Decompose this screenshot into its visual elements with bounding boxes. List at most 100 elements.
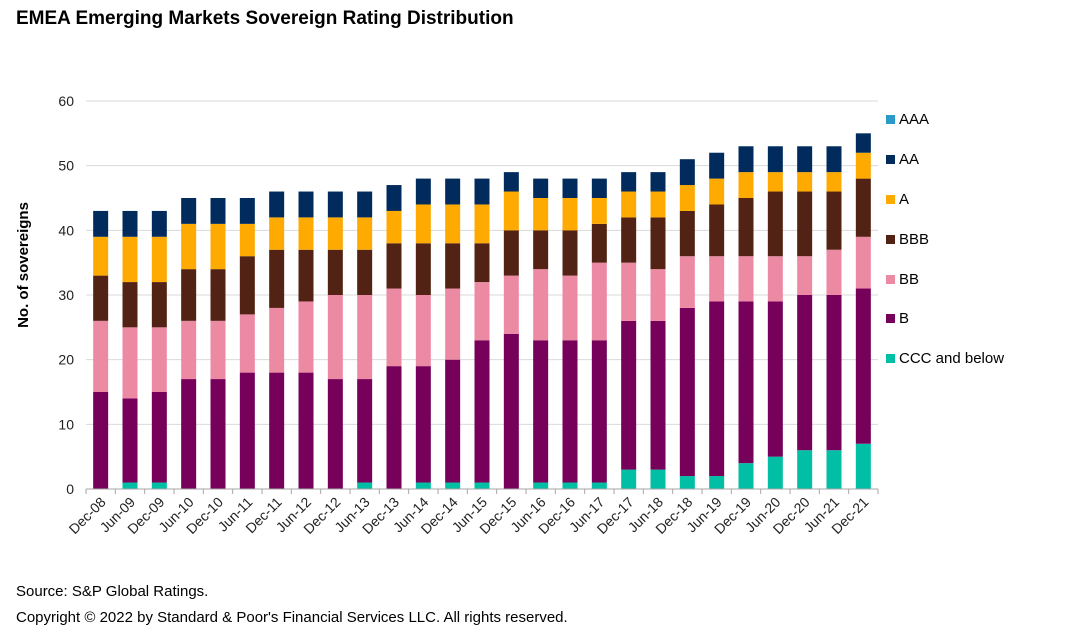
bar-segment-b [181,379,197,489]
bar-stack [269,191,285,489]
bar-segment-a [503,191,519,231]
bar-stack [357,191,373,489]
legend-swatch [886,194,895,204]
bar-segment-bbb [386,243,402,289]
bar-stack [767,146,783,489]
legend-swatch [886,115,895,125]
bar-segment-aa [533,178,549,198]
bar-segment-b [210,379,226,489]
bar-segment-a [591,198,607,224]
legend-item-bb: BB [886,259,1004,299]
bar-segment-a [122,236,138,283]
bar-segment-a [738,172,754,198]
bar-stack [181,198,197,489]
bar-stack [327,191,343,489]
bar-segment-b [855,288,871,444]
bar-segment-b [327,379,343,489]
bar-segment-ccc-and-below [474,482,490,489]
bar-segment-aa [826,146,842,173]
bar-segment-bb [767,256,783,302]
bar-segment-bbb [533,230,549,270]
bar-segment-ccc-and-below [591,482,607,489]
bar-segment-a [562,198,578,231]
bar-segment-a [767,172,783,192]
legend-swatch [886,155,895,165]
bar-segment-a [327,217,343,250]
bar-segment-b [357,379,373,483]
bar-segment-b [239,372,255,489]
bar-segment-bbb [709,204,725,257]
legend-label: BBB [899,230,930,248]
bar-segment-aa [210,198,226,224]
bar-stack [738,146,754,489]
bar-segment-b [415,366,431,483]
bar-segment-bbb [503,230,519,276]
bar-segment-ccc-and-below [151,482,167,489]
bar-segment-bb [591,262,607,341]
legend-item-aa: AA [886,140,1004,180]
bar-segment-a [151,236,167,283]
bar-stack [826,146,842,489]
bar-segment-bbb [357,249,373,295]
bar-segment-b [767,301,783,457]
bar-segment-bbb [767,191,783,257]
bar-segment-bbb [327,249,343,295]
bar-segment-b [797,295,813,451]
bar-segment-aa [239,198,255,224]
bar-segment-b [122,398,138,483]
legend-swatch [886,314,895,324]
legend-swatch [886,354,895,364]
bar-segment-bb [855,236,871,289]
bar-segment-bb [327,295,343,380]
legend-swatch [886,274,895,284]
y-tick-label: 0 [66,481,74,497]
bar-segment-bbb [826,191,842,250]
bar-segment-bb [621,262,637,321]
y-tick-label: 50 [58,158,74,174]
bar-segment-a [210,223,226,270]
bar-segment-ccc-and-below [122,482,138,489]
bar-segment-b [562,340,578,483]
bar-segment-b [445,359,461,483]
bar-segment-aa [503,172,519,192]
legend-label: AA [899,151,920,169]
bar-segment-ccc-and-below [533,482,549,489]
bar-segment-b [738,301,754,464]
y-tick-label: 40 [58,222,74,238]
bar-segment-aa [855,133,871,153]
bar-stack [533,178,549,489]
bar-segment-ccc-and-below [445,482,461,489]
y-tick-label: 60 [58,93,74,109]
bar-segment-aa [650,172,666,192]
bar-segment-a [679,185,695,211]
bar-segment-b [533,340,549,483]
bar-stack [298,191,314,489]
bar-segment-bb [357,295,373,380]
bar-stack [386,185,402,489]
bar-segment-bb [93,320,109,392]
bar-segment-a [386,210,402,244]
bar-stack [239,198,255,489]
bar-stack [797,146,813,489]
bar-segment-b [298,372,314,489]
bar-segment-ccc-and-below [709,476,725,489]
bars [93,133,871,489]
chart-title: EMEA Emerging Markets Sovereign Rating D… [16,8,514,29]
bar-stack [591,178,607,489]
bar-segment-bb [709,256,725,302]
bar-segment-bbb [738,198,754,257]
bar-segment-bb [210,320,226,380]
bar-segment-ccc-and-below [562,482,578,489]
bar-segment-a [181,223,197,270]
bar-segment-bb [650,269,666,321]
bar-segment-aa [415,178,431,205]
legend-swatch [886,234,895,244]
bar-segment-ccc-and-below [797,450,813,489]
y-tick-label: 10 [58,416,74,432]
bar-segment-bbb [679,210,695,257]
bar-segment-bb [679,256,695,308]
bar-segment-aa [562,178,578,198]
bar-segment-aa [327,191,343,218]
bar-segment-a [533,198,549,231]
bar-segment-b [591,340,607,483]
